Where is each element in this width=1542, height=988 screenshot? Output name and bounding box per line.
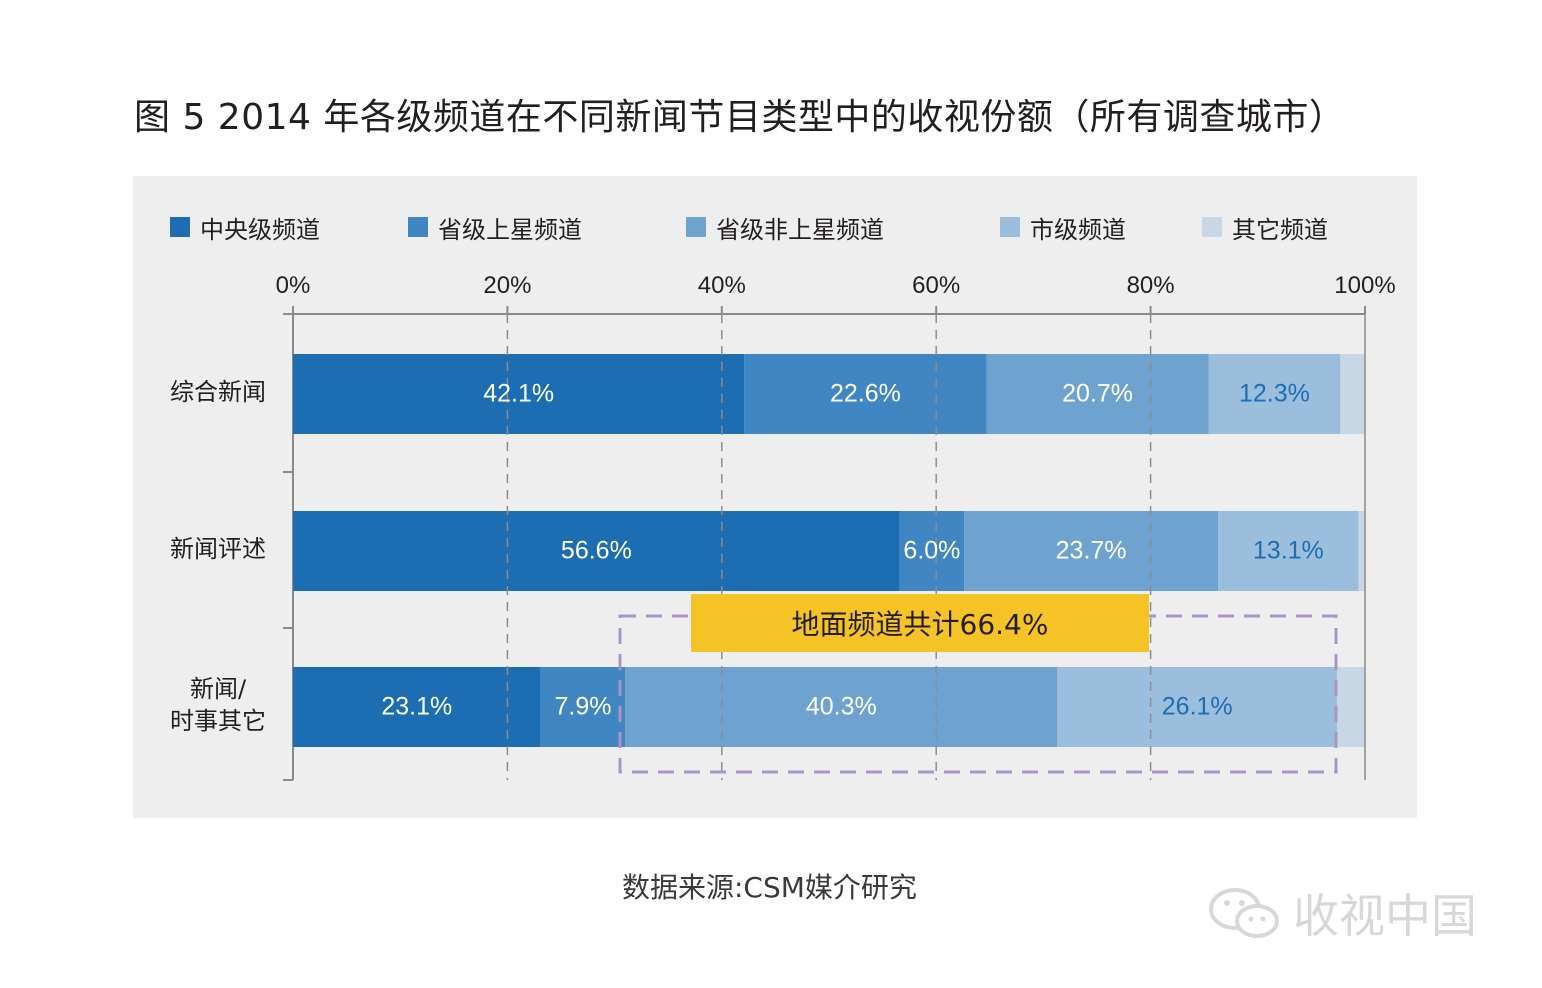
bar-segment <box>293 354 745 434</box>
bar-segment <box>540 667 626 747</box>
bar-segment <box>1337 667 1365 747</box>
bar-value-label: 26.1% <box>1161 692 1233 721</box>
bar-segment <box>1358 511 1365 591</box>
bar-segment <box>1218 511 1359 591</box>
watermark: 收视中国 <box>1205 880 1477 946</box>
bar-value-label: 13.1% <box>1252 536 1324 565</box>
bar-value-label: 12.3% <box>1238 379 1310 408</box>
watermark-text: 收视中国 <box>1293 889 1477 943</box>
bar-segment <box>964 511 1219 591</box>
x-tick-label: 60% <box>912 272 961 299</box>
bar-value-label: 23.1% <box>381 692 453 721</box>
bar-value-label: 22.6% <box>829 379 901 408</box>
legend-label: 市级频道 <box>1030 215 1126 244</box>
legend-label: 中央级频道 <box>200 215 320 244</box>
legend-item: 市级频道 <box>1000 212 1126 244</box>
terrestrial-highlight-box <box>618 614 1338 774</box>
bar-segment <box>625 667 1058 747</box>
bar-value-label: 20.7% <box>1062 379 1133 408</box>
legend-item: 省级非上星频道 <box>686 212 884 244</box>
bar-segment <box>1057 667 1338 747</box>
legend-swatch <box>686 217 706 237</box>
legend-swatch <box>1202 217 1222 237</box>
legend-label: 省级上星频道 <box>438 215 582 244</box>
x-tick-label: 20% <box>483 272 532 299</box>
legend-item: 中央级频道 <box>170 212 320 244</box>
bar-value-label: 6.0% <box>903 536 961 565</box>
bar-segment <box>744 354 987 434</box>
bar-value-label: 42.1% <box>483 379 555 408</box>
chart-title: 图 5 2014 年各级频道在不同新闻节目类型中的收视份额（所有调查城市） <box>134 97 1346 138</box>
legend-swatch <box>1000 217 1020 237</box>
legend-item: 省级上星频道 <box>408 212 582 244</box>
bar-segment <box>1340 354 1365 434</box>
wechat-icon <box>1209 888 1279 938</box>
legend-swatch <box>408 217 428 237</box>
legend-swatch <box>170 217 190 237</box>
category-label: 新闻/ 时事其它 <box>170 675 266 735</box>
bar-segment <box>293 667 541 747</box>
bar-segment <box>986 354 1209 434</box>
legend-label: 其它频道 <box>1232 215 1328 244</box>
bar-segment <box>293 511 900 591</box>
bar-value-label: 40.3% <box>805 692 877 721</box>
terrestrial-total-callout: 地面频道共计66.4% <box>691 594 1149 652</box>
legend-label: 省级非上星频道 <box>716 215 884 244</box>
x-tick-label: 40% <box>697 272 746 299</box>
bar-value-label: 7.9% <box>554 692 612 721</box>
data-source-note: 数据来源:CSM媒介研究 <box>622 871 917 904</box>
x-tick-label: 0% <box>275 272 311 299</box>
category-label: 综合新闻 <box>170 378 266 406</box>
legend-item: 其它频道 <box>1202 212 1328 244</box>
category-label: 新闻评述 <box>170 535 266 563</box>
x-tick-label: 80% <box>1126 272 1175 299</box>
bar-segment <box>899 511 965 591</box>
bar-value-label: 56.6% <box>560 536 632 565</box>
bar-segment <box>1208 354 1341 434</box>
x-tick-label: 100% <box>1334 272 1396 299</box>
bar-value-label: 23.7% <box>1055 536 1127 565</box>
